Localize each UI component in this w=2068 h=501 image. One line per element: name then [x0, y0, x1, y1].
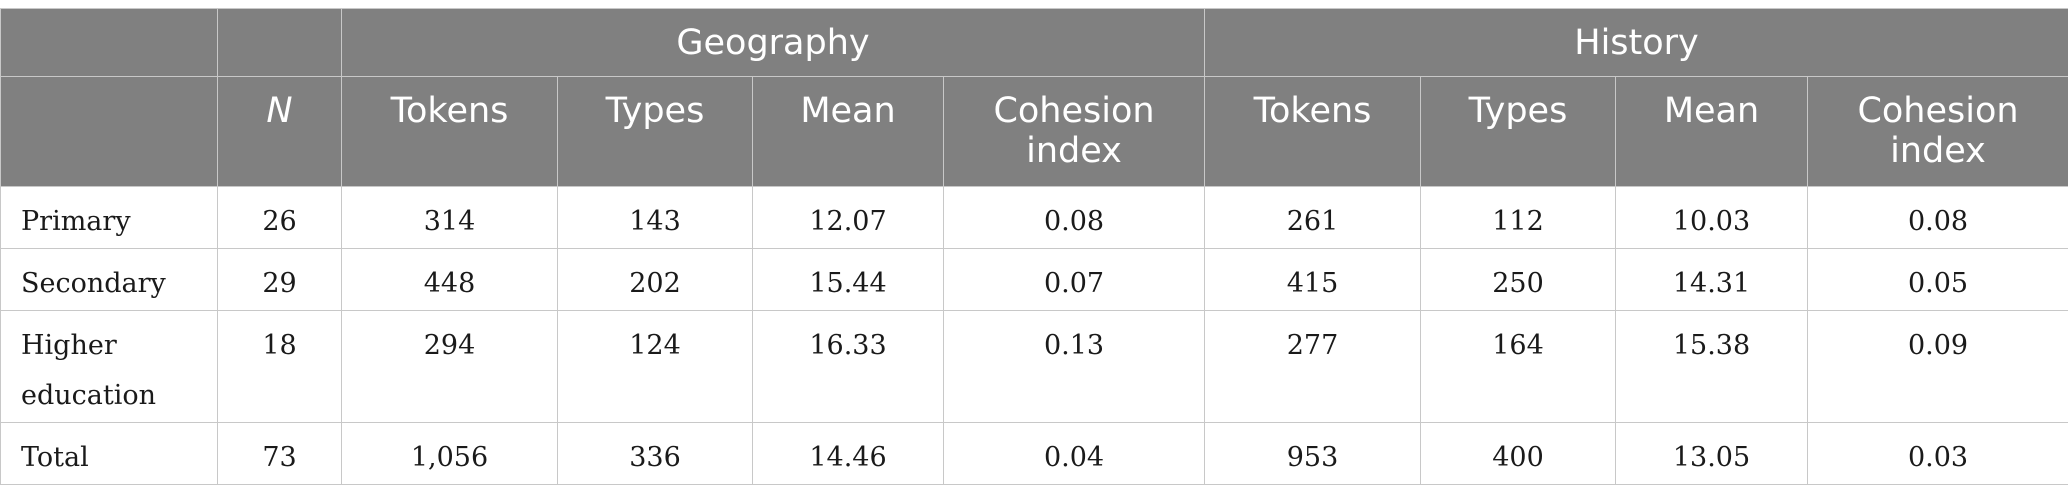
- header-sub-row: N Tokens Types Mean Cohesion index Token…: [0, 76, 2068, 187]
- header-corner-cell: [0, 8, 218, 77]
- cell-geo-types: 143: [557, 186, 753, 249]
- row-label: Secondary: [0, 248, 218, 311]
- table-body: Primary 26 314 143 12.07 0.08 261 112 10…: [0, 186, 2068, 485]
- cell-n: 26: [217, 186, 342, 249]
- header-n: N: [217, 76, 342, 187]
- header-geo-mean: Mean: [752, 76, 944, 187]
- cell-hist-types: 164: [1420, 310, 1616, 423]
- table-row-secondary: Secondary 29 448 202 15.44 0.07 415 250 …: [0, 248, 2068, 311]
- table-header: Geography History N Tokens Types Mean Co…: [0, 8, 2068, 187]
- table-row-primary: Primary 26 314 143 12.07 0.08 261 112 10…: [0, 186, 2068, 249]
- cell-geo-tokens: 314: [341, 186, 558, 249]
- header-geography: Geography: [341, 8, 1205, 77]
- header-geo-types: Types: [557, 76, 753, 187]
- cell-hist-mean: 10.03: [1615, 186, 1808, 249]
- cell-hist-tokens: 277: [1204, 310, 1421, 423]
- header-hist-types: Types: [1420, 76, 1616, 187]
- cell-n: 18: [217, 310, 342, 423]
- cell-hist-cohesion-index: 0.03: [1806, 422, 2068, 485]
- table-row-higher-education: Higher education 18 294 124 16.33 0.13 2…: [0, 310, 2068, 423]
- header-n-blank-cell: [217, 8, 342, 77]
- header-group-row: Geography History: [0, 8, 2068, 77]
- cell-geo-tokens: 448: [341, 248, 558, 311]
- cell-geo-types: 336: [557, 422, 753, 485]
- cell-geo-cohesion-index: 0.04: [943, 422, 1205, 485]
- cell-geo-tokens: 1,056: [341, 422, 558, 485]
- header-history: History: [1203, 8, 2068, 77]
- table-row-total: Total 73 1,056 336 14.46 0.04 953 400 13…: [0, 422, 2068, 485]
- cell-hist-cohesion-index: 0.09: [1806, 310, 2068, 423]
- cell-geo-mean: 16.33: [752, 310, 944, 423]
- cell-hist-tokens: 415: [1204, 248, 1421, 311]
- cell-geo-types: 202: [557, 248, 753, 311]
- cell-geo-tokens: 294: [341, 310, 558, 423]
- cell-hist-types: 250: [1420, 248, 1616, 311]
- cell-n: 73: [217, 422, 342, 485]
- header-geo-cohesion-index: Cohesion index: [943, 76, 1205, 187]
- header-geo-tokens: Tokens: [341, 76, 558, 187]
- cell-geo-cohesion-index: 0.13: [943, 310, 1205, 423]
- cell-hist-mean: 13.05: [1615, 422, 1808, 485]
- header-hist-cohesion-index: Cohesion index: [1806, 76, 2068, 187]
- cell-hist-cohesion-index: 0.08: [1806, 186, 2068, 249]
- cell-geo-cohesion-index: 0.07: [943, 248, 1205, 311]
- cell-hist-cohesion-index: 0.05: [1806, 248, 2068, 311]
- cell-hist-tokens: 261: [1204, 186, 1421, 249]
- row-label: Total: [0, 422, 218, 485]
- cell-n: 29: [217, 248, 342, 311]
- cell-hist-mean: 14.31: [1615, 248, 1808, 311]
- header-hist-tokens: Tokens: [1204, 76, 1421, 187]
- cell-geo-mean: 14.46: [752, 422, 944, 485]
- cell-geo-cohesion-index: 0.08: [943, 186, 1205, 249]
- cell-hist-tokens: 953: [1204, 422, 1421, 485]
- cell-hist-mean: 15.38: [1615, 310, 1808, 423]
- cell-geo-mean: 12.07: [752, 186, 944, 249]
- results-table: Geography History N Tokens Types Mean Co…: [0, 8, 2068, 485]
- header-label-cell: [0, 76, 218, 187]
- row-label: Primary: [0, 186, 218, 249]
- cell-hist-types: 112: [1420, 186, 1616, 249]
- cell-geo-mean: 15.44: [752, 248, 944, 311]
- row-label: Higher education: [0, 310, 218, 423]
- cell-geo-types: 124: [557, 310, 753, 423]
- cell-hist-types: 400: [1420, 422, 1616, 485]
- header-hist-mean: Mean: [1615, 76, 1808, 187]
